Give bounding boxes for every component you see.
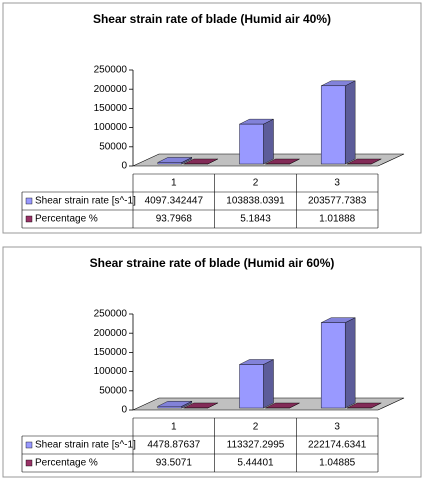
table-value: 203577.7383 — [308, 196, 367, 207]
table-value: 93.7968 — [156, 214, 193, 225]
legend-key — [26, 216, 32, 222]
table-value: 113327.2995 — [227, 440, 285, 451]
legend-key — [26, 198, 32, 204]
y-tick-label: 100000 — [94, 122, 128, 133]
category-label: 1 — [171, 178, 177, 189]
legend-key — [26, 460, 32, 466]
y-tick-label: 50000 — [99, 385, 127, 396]
bar — [321, 318, 355, 408]
table-value: 222174.6341 — [308, 440, 367, 451]
category-label: 3 — [334, 422, 340, 433]
table-value: 4478.87637 — [147, 440, 200, 451]
y-tick-label: 250000 — [94, 309, 128, 320]
legend-label: Shear strain rate [s^-1] — [35, 440, 136, 451]
chart-title: Shear straine rate of blade (Humid air 6… — [90, 256, 335, 270]
y-tick-label: 0 — [121, 405, 127, 416]
table-value: 103838.0391 — [226, 196, 285, 207]
bar-front — [321, 86, 345, 164]
bar-side — [345, 81, 355, 164]
table-value: 4097.342447 — [145, 196, 204, 207]
y-tick-label: 250000 — [94, 65, 128, 76]
chart-title: Shear strain rate of blade (Humid air 40… — [93, 12, 331, 26]
category-label: 2 — [253, 178, 259, 189]
y-tick-label: 50000 — [99, 141, 127, 152]
y-tick-label: 200000 — [94, 84, 128, 95]
legend-label: Percentage % — [35, 214, 98, 225]
bar-front — [240, 124, 264, 164]
bar-front — [240, 364, 264, 408]
category-label: 1 — [171, 422, 177, 433]
bar-front — [321, 323, 345, 408]
bar-front — [158, 162, 182, 164]
bar — [321, 81, 355, 164]
category-label: 2 — [253, 422, 259, 433]
category-label: 3 — [334, 178, 340, 189]
table-value: 5.1843 — [240, 214, 271, 225]
legend-label: Percentage % — [35, 458, 98, 469]
bar — [240, 359, 274, 408]
y-tick-label: 100000 — [94, 366, 128, 377]
table-value: 5.44401 — [237, 458, 274, 469]
bar-side — [264, 119, 274, 164]
y-tick-label: 150000 — [94, 347, 128, 358]
legend-label: Shear strain rate [s^-1] — [35, 196, 136, 207]
bar-side — [264, 359, 274, 408]
y-tick-label: 150000 — [94, 103, 128, 114]
legend-key — [26, 442, 32, 448]
y-tick-label: 200000 — [94, 328, 128, 339]
table-value: 1.04885 — [319, 458, 356, 469]
table-value: 1.01888 — [319, 214, 356, 225]
bar-front — [158, 406, 182, 408]
bar-side — [345, 318, 355, 408]
table-value: 93.5071 — [156, 458, 193, 469]
y-tick-label: 0 — [121, 161, 127, 172]
bar — [240, 119, 274, 164]
